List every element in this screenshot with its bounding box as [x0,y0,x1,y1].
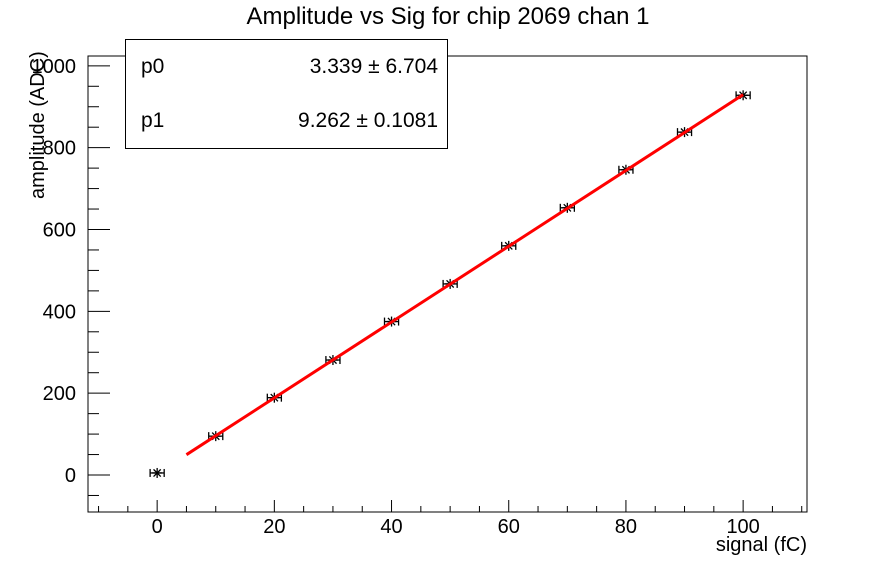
fit-param-value: 9.262 ± 0.1081 [298,109,438,132]
x-tick-label: 100 [726,516,759,538]
y-tick-label: 200 [43,383,76,405]
y-tick-label: 600 [43,219,76,241]
fit-param-name: p0 [141,55,165,78]
fit-param-name: p1 [141,109,165,132]
chart-title: Amplitude vs Sig for chip 2069 chan 1 [246,3,650,30]
fit-line [185,93,744,456]
y-tick-label: 0 [65,465,76,487]
y-tick-label: 800 [43,138,76,160]
x-tick-label: 60 [498,516,520,538]
stats-row-p0: p0 3.339 ± 6.704 [126,40,447,94]
x-tick-label: 80 [615,516,637,538]
y-axis-title: amplitude (ADC) [27,51,49,199]
fit-param-value: 3.339 ± 6.704 [309,55,438,78]
fit-stats-box: p0 3.339 ± 6.704 p1 9.262 ± 0.1081 [125,39,448,149]
y-tick-label: 400 [43,301,76,323]
y-tick-label: 1000 [32,56,77,78]
x-tick-label: 40 [380,516,402,538]
x-tick-label: 20 [263,516,285,538]
x-tick-label: 0 [152,516,163,538]
stats-row-p1: p1 9.262 ± 0.1081 [126,94,447,148]
x-axis-title: signal (fC) [715,534,807,556]
